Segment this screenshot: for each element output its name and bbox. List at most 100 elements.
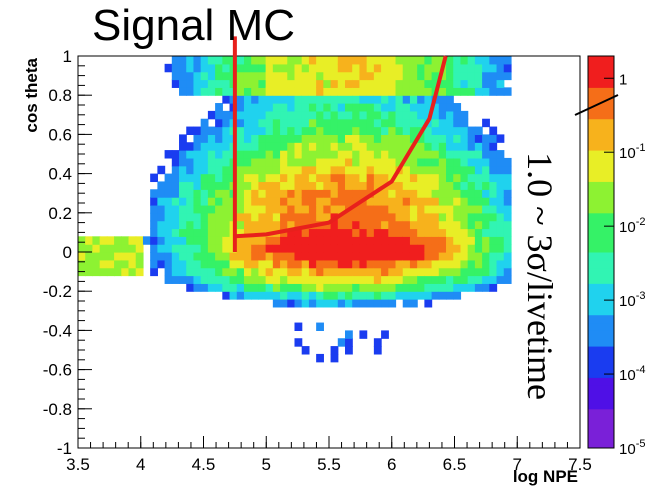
heatmap-cell — [294, 228, 303, 237]
heatmap-cell — [359, 173, 368, 183]
heatmap-cell — [381, 95, 389, 104]
heatmap-cell — [287, 267, 296, 277]
colorbar-swatch — [588, 377, 614, 386]
heatmap-cell — [366, 291, 375, 300]
heatmap-cell — [294, 173, 303, 183]
colorbar-swatch — [588, 385, 614, 394]
heatmap-cell — [330, 157, 339, 167]
heatmap-cell — [258, 79, 267, 88]
heatmap-cell — [366, 142, 375, 151]
heatmap-cell — [251, 56, 260, 65]
heatmap-cell — [446, 244, 454, 253]
heatmap-cell — [316, 157, 324, 167]
heatmap-cell — [388, 204, 397, 214]
heatmap-cell — [301, 103, 310, 112]
heatmap-cell — [78, 244, 86, 253]
heatmap-cell — [496, 204, 505, 214]
heatmap-cell — [157, 244, 166, 253]
heatmap-cell — [460, 228, 469, 237]
heatmap-cell — [258, 212, 267, 222]
heatmap-cell — [99, 267, 108, 277]
heatmap-cell — [243, 95, 252, 104]
heatmap-cell — [330, 103, 339, 112]
heatmap-cell — [251, 252, 260, 261]
heatmap-cell — [474, 236, 483, 245]
heatmap-cell — [323, 236, 332, 245]
heatmap-cell — [359, 56, 368, 65]
heatmap-cell — [308, 63, 317, 73]
heatmap-cell — [409, 204, 418, 214]
heatmap-cell — [373, 244, 382, 253]
heatmap-cell — [186, 189, 195, 198]
heatmap-cell — [381, 275, 389, 284]
heatmap-cell — [272, 150, 281, 159]
heatmap-cell — [496, 79, 505, 88]
heatmap-cell — [294, 181, 303, 190]
heatmap-cell — [287, 181, 296, 190]
heatmap-cell — [330, 150, 339, 159]
heatmap-cell — [106, 267, 115, 277]
heatmap-cell — [251, 150, 260, 159]
heatmap-cell — [164, 275, 173, 284]
heatmap-cell — [308, 87, 317, 96]
heatmap-cell — [496, 173, 505, 183]
heatmap-cell — [193, 181, 202, 190]
heatmap-cell — [207, 197, 216, 206]
heatmap-cell — [337, 189, 346, 198]
colorbar-swatch — [588, 236, 614, 245]
heatmap-cell — [280, 259, 288, 269]
heatmap-cell — [121, 259, 130, 269]
heatmap-cell — [215, 134, 223, 143]
heatmap-cell — [474, 252, 483, 261]
heatmap-cell — [236, 259, 245, 269]
heatmap-cell — [243, 236, 252, 245]
heatmap-cell — [417, 63, 425, 73]
colorbar-swatch — [588, 416, 614, 425]
heatmap-cell — [438, 220, 447, 230]
heatmap-cell — [424, 212, 433, 222]
heatmap-cell — [431, 252, 440, 261]
heatmap-cell — [467, 87, 476, 96]
heatmap-cell — [179, 79, 187, 88]
heatmap-cell — [193, 71, 202, 81]
heatmap-cell — [236, 56, 245, 65]
heatmap-cell — [352, 228, 361, 237]
heatmap-cell — [467, 275, 476, 284]
heatmap-cell — [323, 204, 332, 214]
heatmap-cell — [366, 56, 375, 65]
heatmap-cell — [179, 87, 187, 96]
heatmap-cell — [186, 157, 195, 167]
colorbar-tick-label: 1 — [619, 71, 627, 88]
heatmap-cell — [258, 220, 267, 230]
heatmap-cell — [359, 126, 368, 135]
heatmap-cell — [287, 228, 296, 237]
heatmap-cell — [474, 63, 483, 73]
x-tick-label: 4.5 — [192, 455, 216, 474]
heatmap-cell — [294, 283, 303, 292]
chart-title: Signal MC — [92, 1, 295, 50]
heatmap-cell — [467, 212, 476, 222]
heatmap-cell — [482, 150, 490, 159]
heatmap-cell — [265, 79, 274, 88]
heatmap-cell — [409, 56, 418, 65]
heatmap-cell — [345, 71, 353, 81]
heatmap-cell — [150, 189, 158, 198]
heatmap-cell — [171, 165, 180, 175]
heatmap-cell — [316, 252, 324, 261]
heatmap-cell — [236, 110, 245, 120]
heatmap-cell — [424, 267, 433, 277]
heatmap-cell — [316, 165, 324, 175]
heatmap-cell — [164, 189, 173, 198]
heatmap-cell — [308, 236, 317, 245]
heatmap-cell — [345, 126, 353, 135]
heatmap-cell — [409, 212, 418, 222]
heatmap-cell — [251, 87, 260, 96]
heatmap-cell — [446, 291, 454, 300]
heatmap-cell — [359, 236, 368, 245]
heatmap-cell — [243, 204, 252, 214]
heatmap-cell — [417, 157, 425, 167]
heatmap-cell — [474, 220, 483, 230]
colorbar-swatch — [588, 275, 614, 284]
heatmap-cell — [272, 71, 281, 81]
heatmap-cell — [345, 157, 353, 167]
